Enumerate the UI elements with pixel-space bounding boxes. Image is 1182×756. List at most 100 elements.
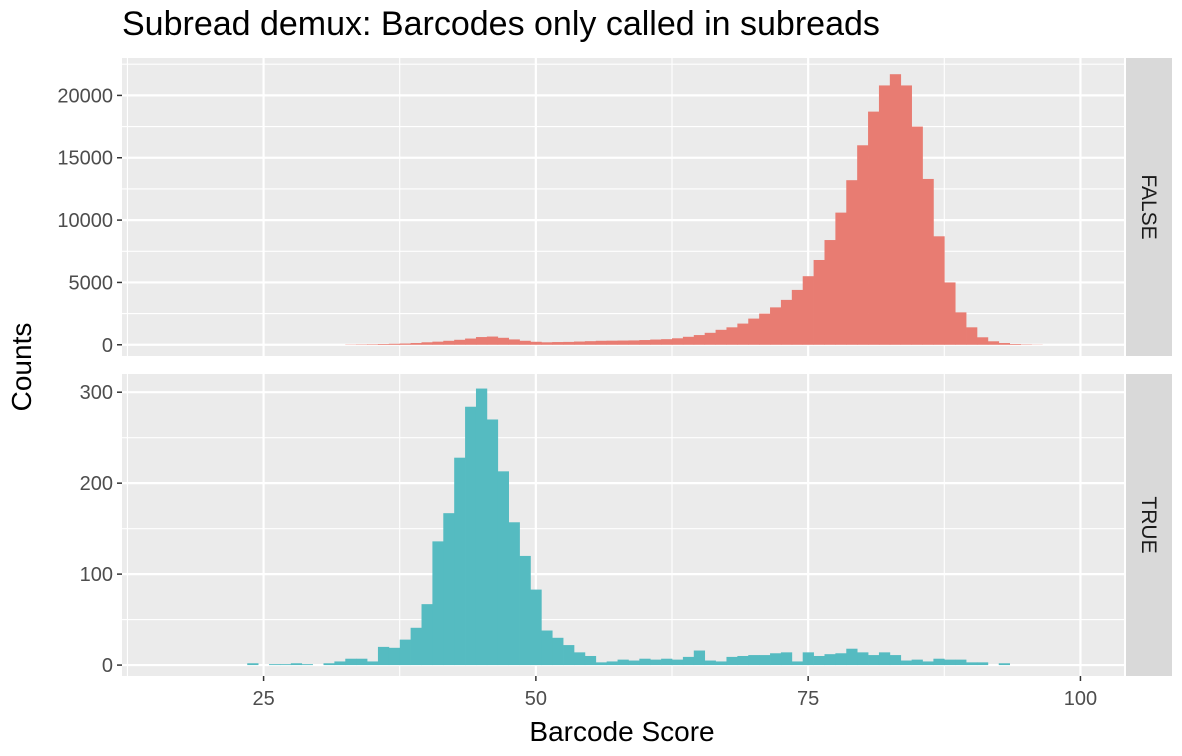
histogram-bar (770, 653, 782, 666)
histogram-bar (399, 343, 411, 345)
histogram-bar (530, 589, 542, 666)
histogram-bar (519, 555, 531, 666)
histogram-bar (443, 340, 455, 345)
histogram-bar (976, 337, 989, 345)
histogram-bar (868, 655, 880, 666)
histogram-bar (704, 660, 716, 666)
histogram-bar (737, 655, 749, 666)
histogram-bar (290, 663, 303, 666)
histogram-bar (454, 457, 466, 666)
histogram-bar (846, 180, 858, 345)
histogram-bar (530, 341, 542, 345)
x-tick-label: 100 (1064, 688, 1097, 710)
y-tick-label: 5000 (69, 272, 114, 294)
histogram-bar (421, 604, 433, 666)
histogram-bar (279, 664, 292, 666)
histogram-bar (377, 344, 390, 345)
histogram-bar (628, 660, 640, 666)
histogram-bar (475, 388, 488, 666)
histogram-bar (791, 289, 804, 345)
histogram-bar (900, 660, 912, 666)
histogram-bar (715, 329, 727, 345)
histogram-bar (650, 339, 662, 345)
histogram-bar (606, 661, 618, 666)
histogram-bar (944, 282, 956, 345)
histogram-bar (824, 654, 836, 666)
histogram-bar (857, 652, 869, 666)
panel-background (122, 374, 1124, 676)
y-tick-label: 100 (80, 564, 113, 586)
histogram-bar (813, 259, 825, 345)
histogram-bar (868, 111, 880, 345)
histogram-bar (573, 341, 586, 345)
histogram-bar (759, 313, 771, 345)
histogram-bar (628, 340, 640, 345)
facet-strip-label: TRUE (1137, 496, 1160, 553)
y-tick-label: 15000 (57, 148, 113, 170)
histogram-bar (617, 659, 629, 666)
facet-strip-label: FALSE (1137, 174, 1160, 239)
histogram-bar (617, 340, 629, 345)
histogram-bar (966, 662, 978, 666)
histogram-bar (878, 652, 891, 666)
histogram-bar (399, 639, 411, 666)
histogram-bar (933, 236, 945, 345)
histogram-bar (541, 630, 553, 666)
histogram-bar (432, 341, 444, 345)
histogram-bar (682, 336, 695, 345)
histogram-bar (693, 335, 706, 345)
histogram-bar (813, 655, 825, 666)
histogram-bar (356, 658, 368, 666)
histogram-bar (508, 339, 520, 345)
histogram-bar (726, 327, 738, 345)
histogram-bar (454, 339, 466, 345)
histogram-bar (573, 652, 586, 666)
histogram-bar (639, 658, 651, 666)
histogram-bar (704, 332, 716, 345)
histogram-bar (552, 342, 564, 345)
histogram-bar (563, 645, 575, 666)
histogram-bar (944, 659, 956, 666)
histogram-bar (345, 658, 357, 666)
histogram-bar (497, 337, 509, 345)
facet-strip (1126, 374, 1172, 676)
histogram-bar (247, 663, 259, 666)
histogram-bar (802, 652, 814, 666)
histogram-bar (508, 522, 520, 666)
histogram-bar (541, 342, 553, 345)
y-axis-title: Counts (6, 323, 37, 412)
y-tick-label: 0 (102, 655, 113, 677)
histogram-bar (846, 648, 858, 666)
y-tick-label: 20000 (57, 85, 113, 107)
histogram-bar (595, 340, 608, 345)
histogram-bar (1009, 344, 1021, 345)
histogram-bar (955, 312, 967, 345)
histogram-bar (388, 343, 401, 345)
histogram-bar (519, 340, 531, 345)
panel-background (122, 58, 1124, 356)
histogram-bar (889, 74, 902, 345)
histogram-bar (857, 145, 869, 345)
histogram-bar (432, 541, 444, 666)
histogram-bar (367, 661, 379, 666)
histogram-bar (552, 637, 564, 666)
panel-true: 0 100 200 300 TRUE (80, 374, 1172, 677)
histogram-bar (486, 419, 499, 666)
histogram-bar (791, 661, 804, 666)
histogram-bar (770, 307, 782, 345)
histogram-bar (639, 340, 651, 345)
histogram-bar (563, 341, 575, 345)
histogram-bar (661, 658, 673, 666)
histogram-bar (998, 663, 1010, 666)
histogram-bar (933, 658, 945, 666)
histogram-bar (780, 299, 793, 345)
histogram-bar (682, 656, 695, 666)
x-tick-label: 50 (525, 688, 547, 710)
histogram-bar (715, 661, 727, 666)
histogram-bar (759, 655, 771, 666)
histogram-bar (595, 662, 608, 666)
histogram-bar (377, 646, 390, 666)
histogram-bar (465, 406, 477, 666)
histogram-bar (497, 471, 509, 666)
